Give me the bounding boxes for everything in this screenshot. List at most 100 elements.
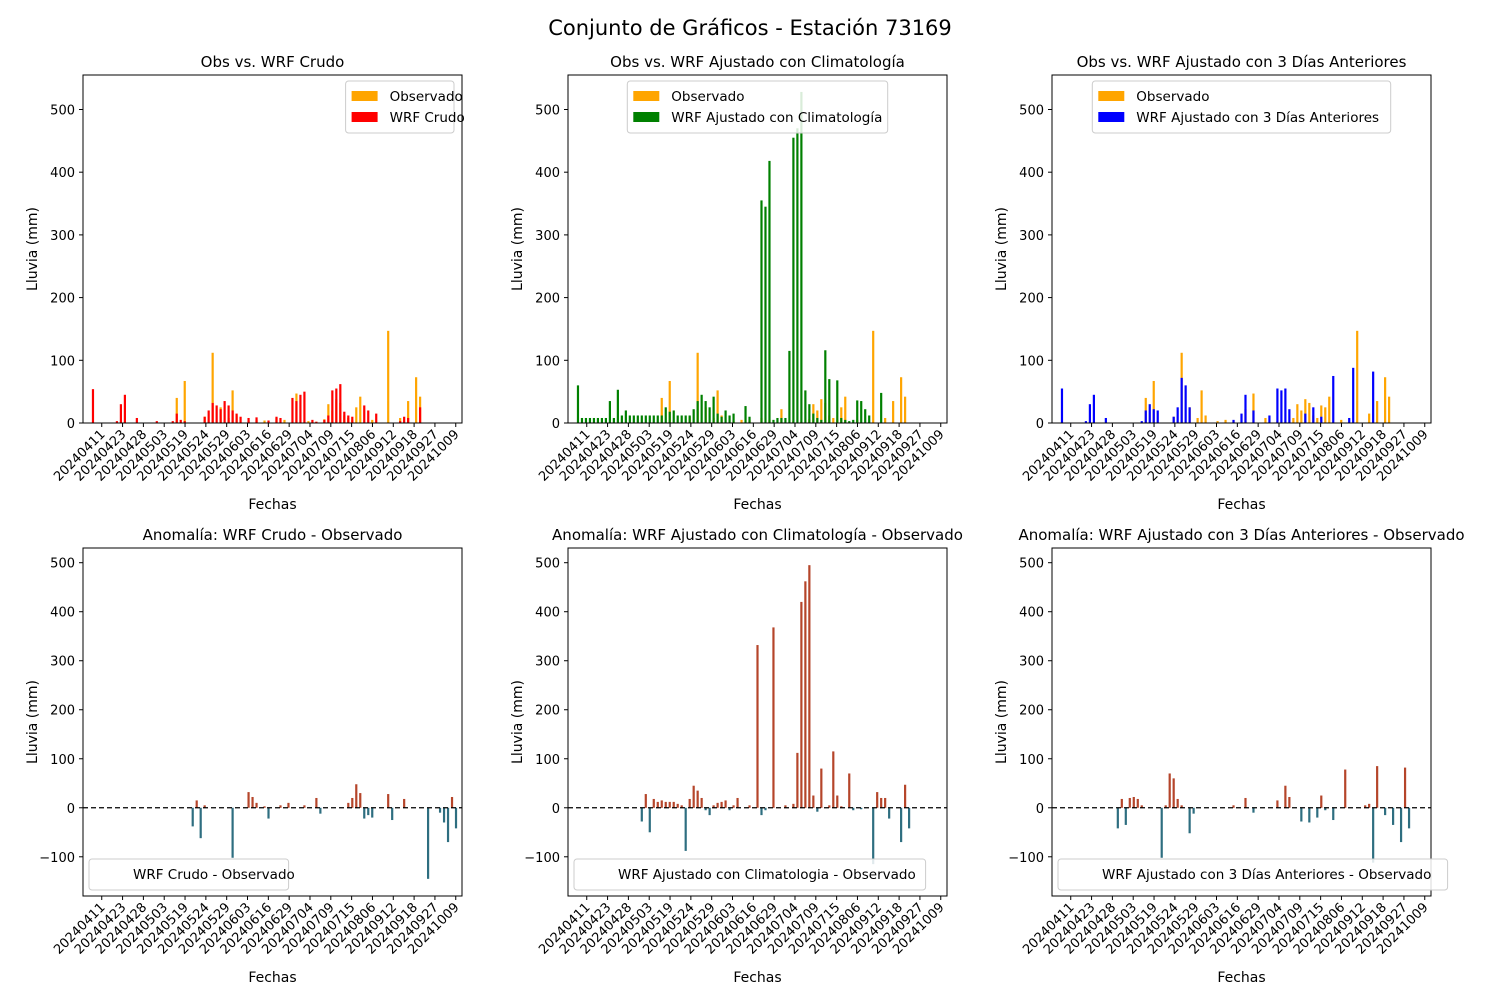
bar-observed <box>716 390 719 423</box>
y-axis-label: Lluvia (mm) <box>994 207 1010 291</box>
bar-model <box>868 415 871 423</box>
bar-model <box>235 413 238 423</box>
anomaly-bar <box>884 797 887 808</box>
bar-model <box>880 392 883 423</box>
bar-model <box>760 200 763 423</box>
bar-model <box>1240 413 1243 423</box>
legend: WRF Crudo - Observado <box>88 858 295 891</box>
bar-model <box>399 421 402 423</box>
bar-model <box>824 350 827 423</box>
y-tick-label: 0 <box>1036 417 1044 432</box>
bar-model <box>311 419 314 423</box>
legend-swatch <box>1098 112 1125 122</box>
bar-model <box>668 411 671 423</box>
bar-observed <box>407 401 410 423</box>
bar-model <box>203 416 206 423</box>
bar-model <box>267 420 270 423</box>
bar-model <box>860 401 863 423</box>
y-tick-label: 0 <box>67 417 75 432</box>
anomaly-bar <box>1160 807 1163 858</box>
bar-model <box>347 415 350 423</box>
bar-model <box>720 416 723 423</box>
anomaly-bar <box>438 807 442 813</box>
anomaly-bar <box>828 805 831 808</box>
bar-observed <box>415 377 418 423</box>
legend-swatch <box>633 91 660 101</box>
y-tick-label: 500 <box>535 103 560 118</box>
x-axis-label: Fechas <box>248 497 296 513</box>
anomaly-bar <box>203 805 206 808</box>
bar-model <box>1232 419 1235 423</box>
anomaly-bar <box>660 800 663 808</box>
figure-suptitle: Conjunto de Gráficos - Estación 73169 <box>548 16 952 40</box>
anomaly-bar <box>704 807 707 811</box>
anomaly-bar <box>772 627 775 808</box>
bar-observed <box>820 399 823 423</box>
anomaly-bar <box>1332 807 1335 821</box>
anomaly-bar <box>904 784 907 808</box>
anomaly-bar <box>1140 805 1143 808</box>
bar-model <box>660 415 663 423</box>
y-axis-label: Lluvia (mm) <box>994 680 1010 764</box>
bar-observed <box>844 396 847 423</box>
y-tick-label: 100 <box>535 753 560 768</box>
x-axis-label: Fechas <box>733 970 781 986</box>
bar-observed <box>371 419 374 423</box>
subplot-p4: Anomalía: WRF Crudo - Observado −100 0 100 2… <box>25 526 463 986</box>
x-axis-label: Fechas <box>248 970 296 986</box>
bar-observed <box>1328 396 1331 423</box>
y-tick-label: −100 <box>39 851 75 866</box>
anomaly-bar <box>195 800 198 808</box>
bar-observed <box>1264 417 1267 423</box>
bar-model <box>1144 410 1147 423</box>
bar-model <box>1280 390 1283 423</box>
y-tick-label: 0 <box>552 417 560 432</box>
bar-model <box>315 421 318 423</box>
anomaly-bar <box>351 797 354 808</box>
bar-model <box>816 417 819 423</box>
anomaly-bar <box>1320 795 1323 808</box>
bar-observed <box>263 420 266 423</box>
bar-model <box>684 415 687 423</box>
anomaly-bar <box>736 797 739 808</box>
bar-model <box>676 415 679 423</box>
bar-model <box>772 419 775 423</box>
bar-model <box>327 415 330 423</box>
subplot-p2: Obs vs. WRF Ajustado con Climatología 0 10… <box>510 53 948 513</box>
bar-model <box>864 409 867 423</box>
anomaly-bar <box>888 807 891 819</box>
y-tick-label: 400 <box>1019 166 1044 181</box>
bar-model <box>644 415 647 423</box>
bar-observed <box>387 330 390 423</box>
axes-frame <box>1051 74 1432 424</box>
subplot-title: Anomalía: WRF Ajustado con Climatología … <box>552 526 963 544</box>
anomaly-bar <box>688 798 691 808</box>
bar-model <box>343 411 346 423</box>
y-tick-label: 200 <box>1019 292 1044 307</box>
anomaly-bar <box>852 807 855 811</box>
bar-model <box>812 413 815 423</box>
anomaly-bar <box>1164 805 1167 808</box>
bar-model <box>664 407 667 423</box>
x-axis-label: Fechas <box>733 497 781 513</box>
bar-model <box>375 413 378 423</box>
anomaly-bar <box>1180 805 1183 808</box>
y-tick-label: −100 <box>1008 851 1044 866</box>
anomaly-bar <box>450 796 454 808</box>
bar-observed <box>840 407 843 423</box>
anomaly-bar <box>696 790 699 808</box>
subplot-title: Obs vs. WRF Ajustado con Climatología <box>610 53 905 71</box>
bar-model <box>155 421 158 423</box>
anomaly-bar <box>442 807 446 823</box>
anomaly-bar <box>664 801 667 808</box>
anomaly-bar <box>800 601 803 808</box>
subplot-p3: Obs vs. WRF Ajustado con 3 Días Anterior… <box>994 53 1432 513</box>
bar-model <box>335 388 338 423</box>
bar-model <box>724 410 727 423</box>
bar-model <box>716 413 719 423</box>
bar-model <box>1244 394 1247 423</box>
bar-model <box>696 401 699 423</box>
anomaly-bar <box>303 805 306 808</box>
anomaly-bar <box>684 807 687 851</box>
anomaly-bar <box>199 807 202 839</box>
